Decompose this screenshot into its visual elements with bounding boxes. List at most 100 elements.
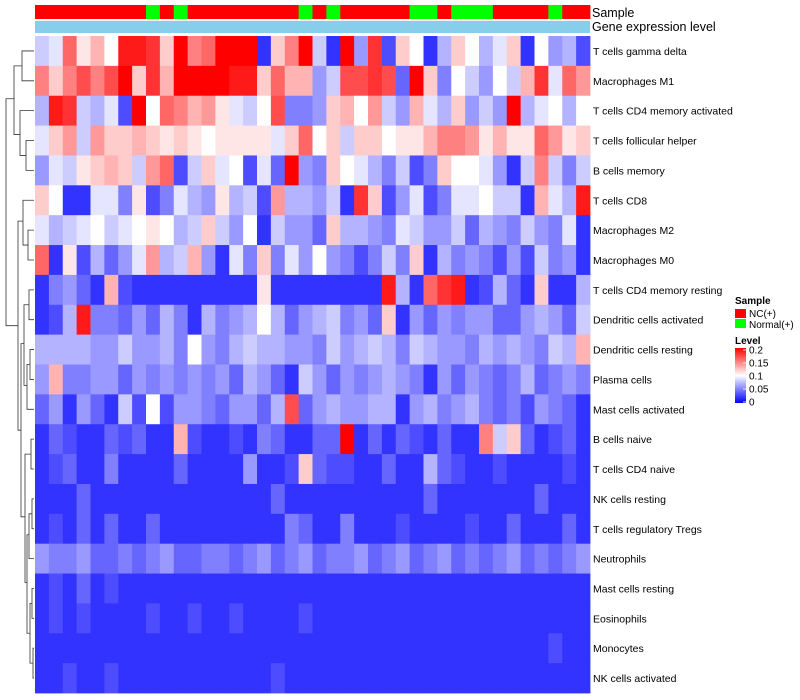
heatmap-cell	[451, 334, 466, 365]
heatmap-cell	[340, 125, 355, 156]
heatmap-cell	[104, 573, 119, 604]
heatmap-cell	[479, 304, 494, 336]
level-tick-label: 0.1	[749, 372, 763, 383]
heatmap-cell	[257, 65, 272, 97]
heatmap-cell	[340, 513, 355, 545]
heatmap-cell	[312, 334, 327, 365]
heatmap-cell	[90, 215, 105, 246]
heatmap-cell	[354, 185, 369, 216]
heatmap-cell	[395, 125, 411, 156]
heatmap-cell	[173, 454, 189, 485]
heatmap-cell	[340, 663, 355, 694]
heatmap-cell	[423, 185, 438, 216]
heatmap-cell	[492, 215, 508, 246]
heatmap-cell	[437, 633, 452, 664]
heatmap-cell	[381, 513, 397, 545]
heatmap-cell	[270, 603, 286, 634]
heatmap-cell	[381, 334, 397, 365]
heatmap-cell	[118, 95, 133, 126]
heatmap-cell	[173, 36, 189, 67]
heatmap-cell	[76, 603, 91, 634]
heatmap-cell	[548, 95, 563, 126]
heatmap-cell	[146, 125, 161, 156]
sample-legend: Sample NC(+) Normal(+)	[735, 296, 794, 331]
heatmap-cell	[465, 36, 480, 67]
heatmap-cell	[354, 633, 369, 664]
heatmap-cell	[215, 633, 230, 664]
heatmap-cell	[423, 274, 438, 306]
heatmap-cell	[479, 543, 494, 574]
heatmap-cell	[479, 633, 494, 664]
heatmap-cell	[48, 364, 64, 395]
heatmap-cell	[270, 364, 286, 395]
heatmap-cell	[284, 543, 300, 574]
heatmap-cell	[492, 663, 508, 694]
heatmap-cell	[326, 573, 341, 604]
heatmap-cell	[146, 185, 161, 216]
sample-annotation-cell	[215, 5, 230, 19]
heatmap-cell	[159, 95, 175, 126]
heatmap-cell	[173, 274, 189, 306]
heatmap-cell	[562, 424, 577, 455]
heatmap-cell	[104, 483, 119, 515]
heatmap-cell	[76, 36, 91, 67]
dendrogram-branch	[19, 110, 34, 156]
heatmap-cell	[465, 185, 480, 216]
heatmap-cell	[284, 65, 300, 97]
heatmap-cell	[576, 215, 591, 246]
heatmap-cell	[423, 633, 438, 664]
heatmap-cell	[229, 603, 244, 634]
heatmap-cell	[395, 573, 411, 604]
heatmap-cell	[381, 573, 397, 604]
heatmap-cell	[354, 364, 369, 395]
heatmap-cell	[576, 543, 591, 574]
sample-annotation-cell	[48, 5, 64, 19]
heatmap-cell	[118, 155, 133, 186]
heatmap-cell	[146, 36, 161, 67]
level-colorbar	[735, 348, 746, 403]
heatmap-cell	[548, 274, 563, 306]
dendrogram-branch	[31, 498, 34, 530]
heatmap-cell	[492, 36, 508, 67]
heatmap-cell	[506, 483, 522, 515]
heatmap-cell	[465, 513, 480, 545]
heatmap-cell	[215, 215, 230, 246]
heatmap-cell	[229, 185, 244, 216]
heatmap-cell	[132, 185, 147, 216]
heatmap-cell	[270, 424, 286, 455]
heatmap-cell	[492, 334, 508, 365]
heatmap-cell	[395, 603, 411, 634]
sample-annotation-cell	[104, 5, 119, 19]
heatmap-cell	[215, 155, 230, 186]
heatmap-cell	[104, 334, 119, 365]
heatmap-cell	[270, 543, 286, 574]
heatmap-cell	[492, 125, 508, 156]
heatmap-cell	[118, 36, 133, 67]
heatmap-cell	[243, 125, 258, 156]
heatmap-cell	[576, 663, 591, 694]
heatmap-cell	[340, 185, 355, 216]
dendrogram-branch	[29, 349, 34, 380]
heatmap-cell	[312, 543, 327, 574]
heatmap-cell	[62, 394, 78, 425]
row-label: T cells CD4 naive	[593, 464, 675, 476]
heatmap-cell	[409, 125, 424, 156]
heatmap-cell	[423, 424, 438, 455]
heatmap-cell	[132, 364, 147, 395]
heatmap-cell	[368, 543, 383, 574]
heatmap-cell	[340, 454, 355, 485]
heatmap-cell	[118, 65, 133, 97]
heatmap-cell	[270, 513, 286, 545]
heatmap-cell	[492, 364, 508, 395]
heatmap-cell	[229, 95, 244, 126]
heatmap-cell	[312, 364, 327, 395]
heatmap-cell	[173, 633, 189, 664]
row-label: Macrophages M2	[593, 225, 674, 237]
heatmap-cell	[423, 155, 438, 186]
heatmap-cell	[576, 95, 591, 126]
heatmap-cell	[35, 334, 50, 365]
heatmap-cell	[187, 274, 202, 306]
heatmap-cell	[159, 483, 175, 515]
level-tick-label: 0	[749, 398, 755, 409]
heatmap-cell	[409, 633, 424, 664]
